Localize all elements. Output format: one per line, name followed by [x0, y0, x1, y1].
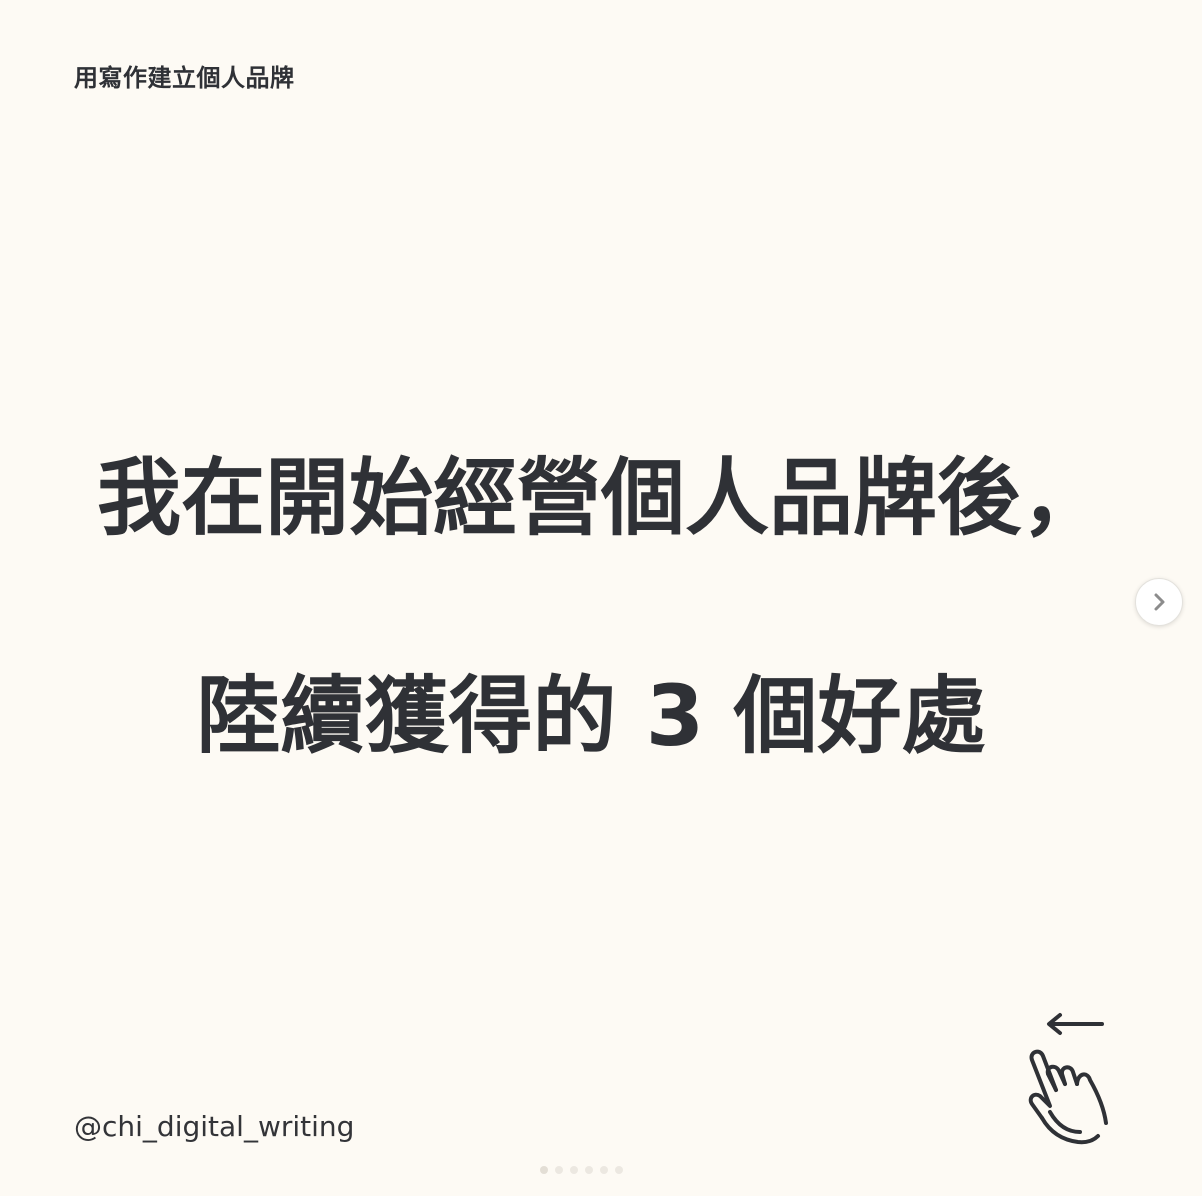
headline-line-2: 陸續獲得的 3 個好處	[196, 667, 986, 765]
slide-dot	[555, 1166, 563, 1174]
slide-dot	[600, 1166, 608, 1174]
chevron-right-icon	[1154, 593, 1165, 611]
headline-line-1: 我在開始經營個人品牌後，	[96, 449, 1105, 547]
next-slide-button[interactable]	[1135, 578, 1183, 626]
series-tag: 用寫作建立個人品牌	[74, 64, 295, 92]
slide-dot	[540, 1166, 548, 1174]
author-handle: @chi_digital_writing	[74, 1110, 355, 1143]
slide-dot	[615, 1166, 623, 1174]
slide-dot	[585, 1166, 593, 1174]
swipe-left-hand-icon	[1018, 1008, 1138, 1153]
slide-dot	[570, 1166, 578, 1174]
slide-indicator	[540, 1166, 623, 1174]
